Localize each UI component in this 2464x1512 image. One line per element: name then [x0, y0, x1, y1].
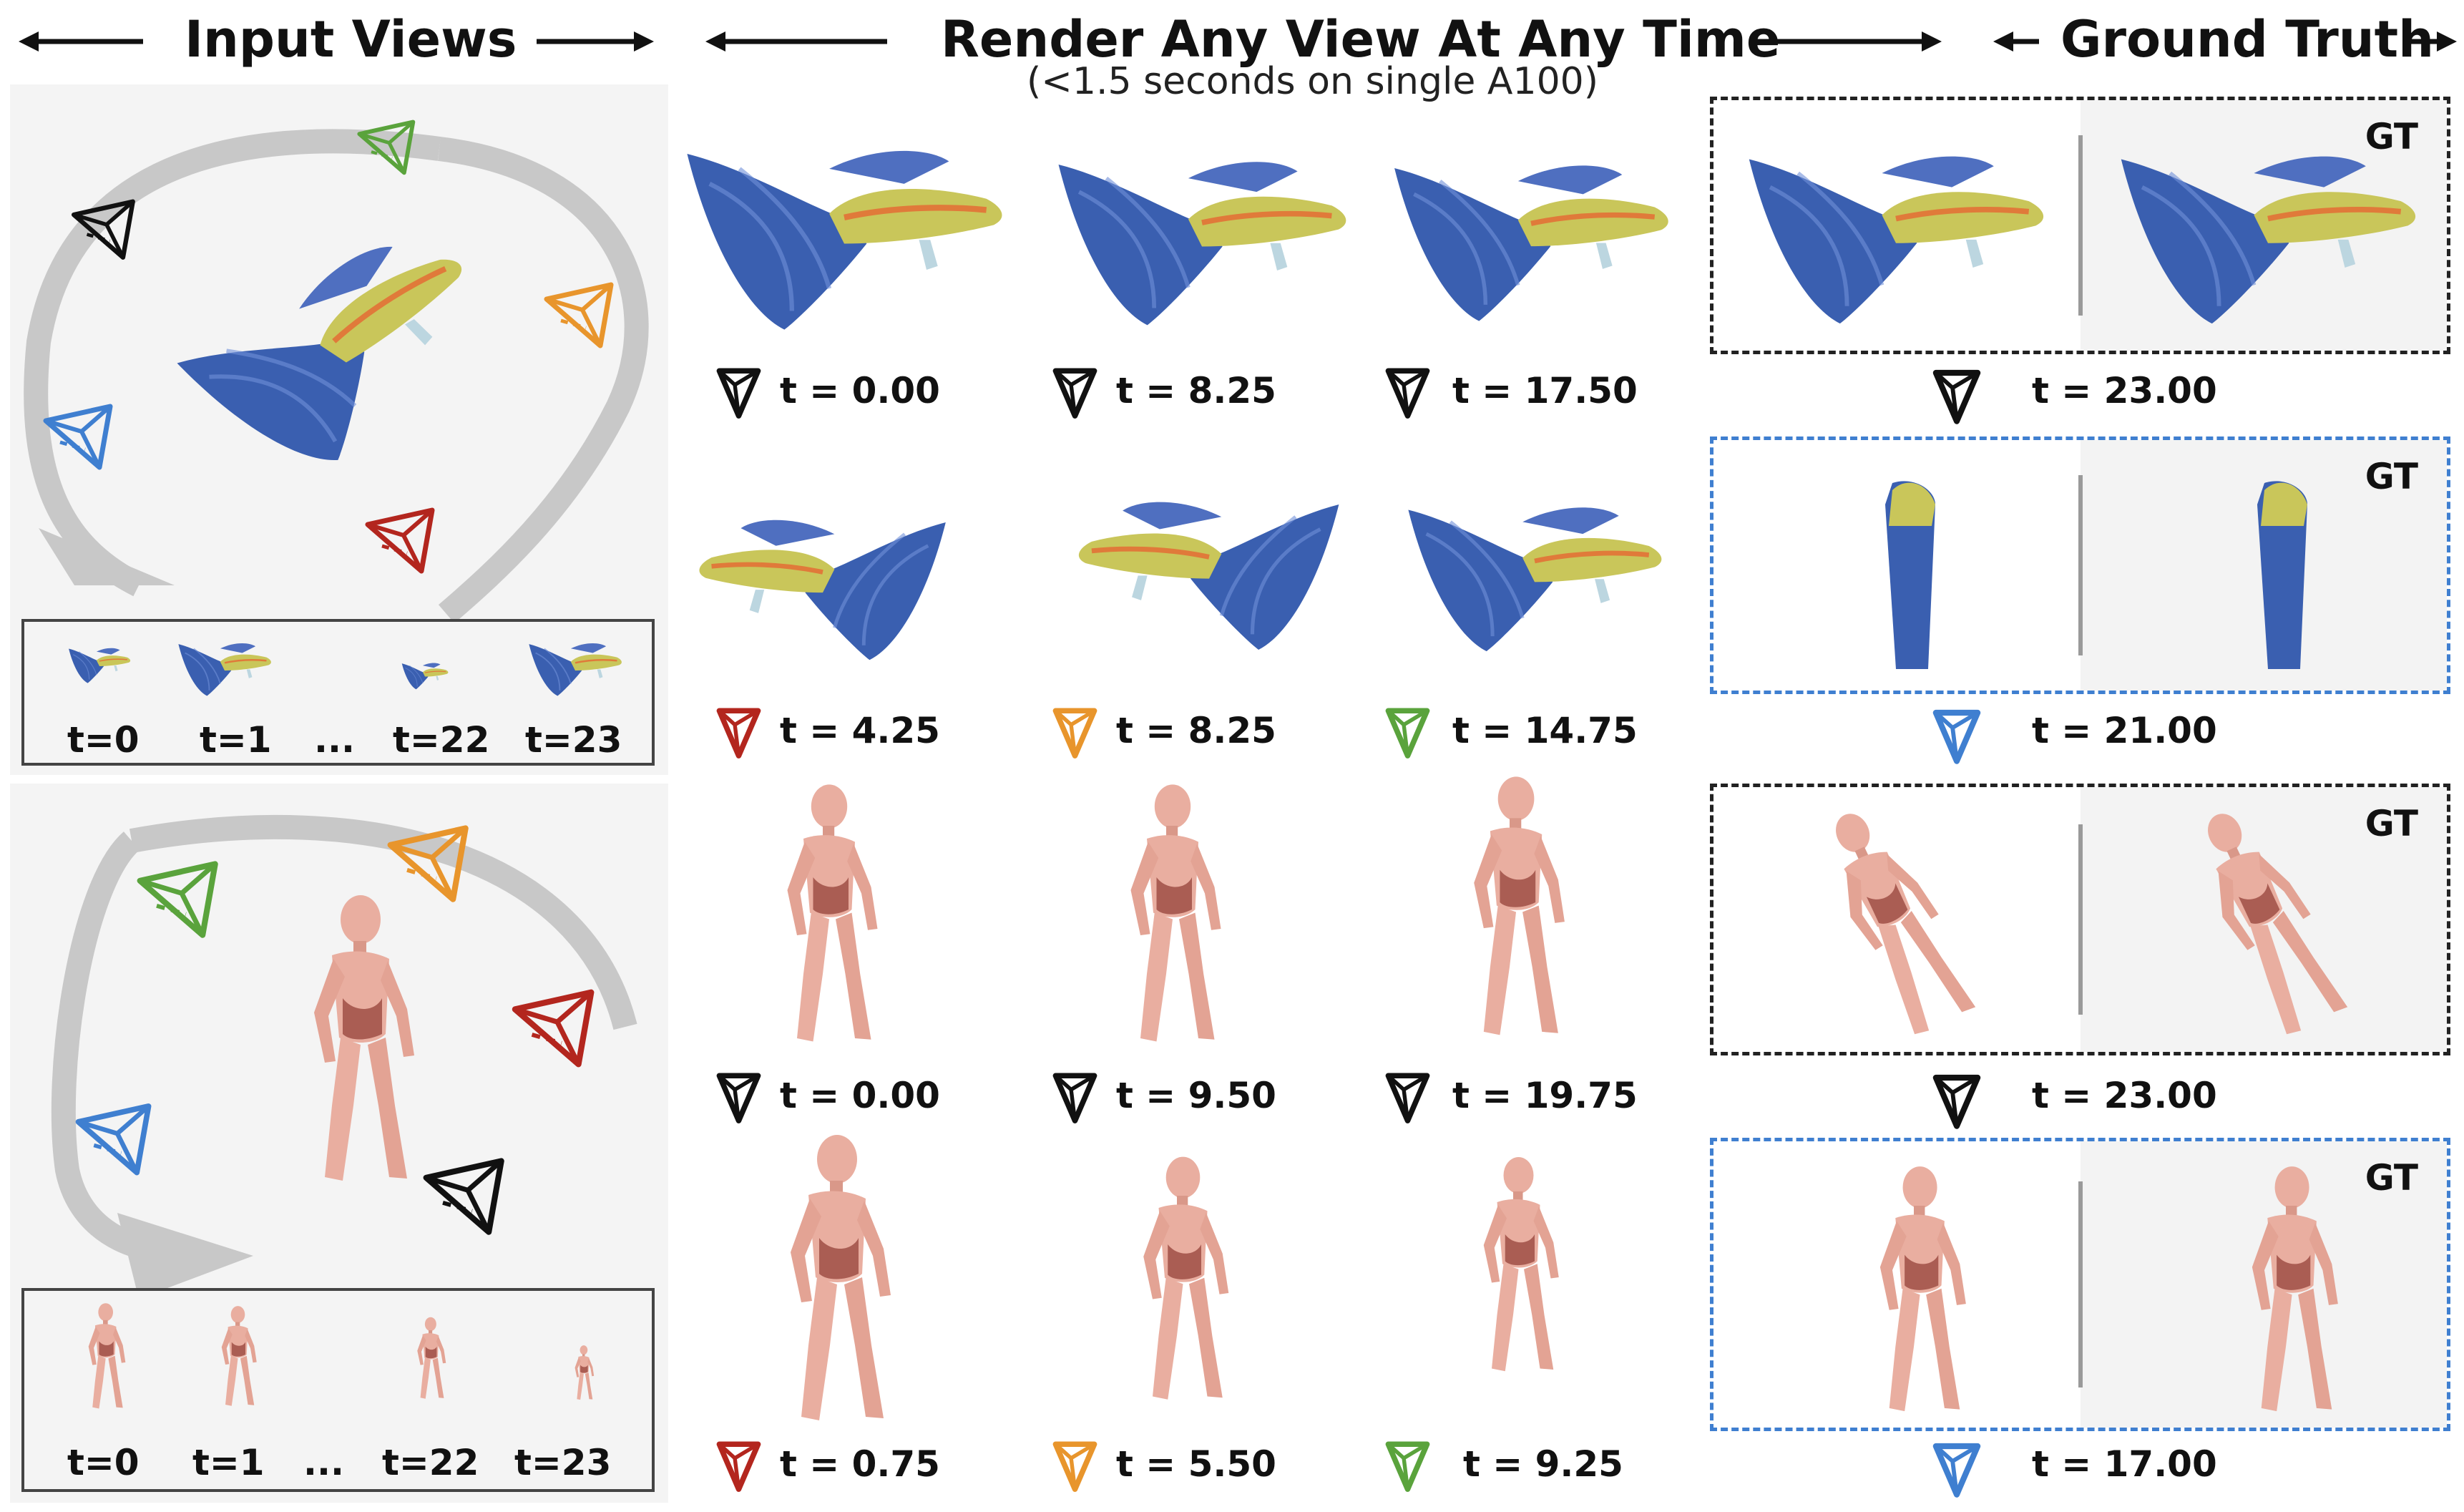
gt-comparison-box: GT: [1710, 784, 2450, 1055]
camera-icon: [1052, 701, 1098, 762]
camera-icon: [1052, 361, 1098, 422]
frame-label: ...: [314, 719, 355, 761]
input-frame-thumbnails: [67, 642, 623, 697]
time-label: t = 5.50: [1116, 1443, 1276, 1485]
ground-truth-view: [2257, 481, 2307, 669]
frame-label: t=23: [514, 1442, 612, 1483]
ground-truth-title: Ground Truth: [2060, 10, 2434, 69]
rendered-view: [791, 1135, 891, 1420]
rendered-view: [1143, 1156, 1229, 1400]
time-label: t = 17.50: [1452, 370, 1638, 411]
render-title: Render Any View At Any Time: [941, 10, 1781, 69]
time-label: t = 4.25: [780, 710, 940, 751]
gt-comparison-box: GT: [1710, 436, 2450, 694]
camera-icon: [715, 361, 762, 422]
time-label: t = 9.50: [1116, 1075, 1276, 1116]
rendered-view: [694, 487, 952, 687]
gt-comparison-box: GT: [1710, 97, 2450, 354]
frame-label: ...: [303, 1442, 344, 1483]
time-label: t = 8.25: [1116, 370, 1276, 411]
rendered-view: [1879, 1166, 1966, 1412]
rendered-view: [1402, 472, 1667, 680]
frame-label: t=1: [192, 1442, 265, 1483]
time-label: t = 0.00: [780, 1075, 940, 1116]
input-frames-strip-fish: t=0 t=1 ... t=22 t=23: [21, 619, 655, 766]
gt-tag: GT: [2365, 1157, 2418, 1199]
rendered-view: [1130, 784, 1221, 1042]
frame-label: t=1: [200, 719, 272, 761]
rendered-view: [787, 784, 878, 1042]
camera-icon: [1384, 361, 1431, 422]
camera-icon: [1932, 1066, 1982, 1134]
camera-icon: [1052, 1435, 1098, 1496]
camera-icon: [1052, 1066, 1098, 1127]
camera-icon: [715, 1435, 762, 1496]
camera-icon: [1384, 1435, 1431, 1496]
camera-orbit-diagram: [24, 84, 649, 623]
camera-icon: [1932, 701, 1982, 769]
gt-tag: GT: [2365, 116, 2418, 157]
time-label: t = 23.00: [2032, 370, 2217, 411]
header-arrows: [18, 31, 2457, 52]
rendered-view: [1052, 136, 1352, 343]
camera-icon: [1384, 701, 1431, 762]
rendered-view: [1388, 136, 1674, 343]
rendered-view: [1885, 481, 1935, 669]
time-label: t = 0.00: [780, 370, 940, 411]
rendered-view: [680, 129, 1009, 343]
time-label: t = 17.00: [2032, 1443, 2217, 1485]
rendered-view: [1810, 801, 1982, 1040]
input-frames-strip-mannequin: t=0 t=1 ... t=22 t=23: [21, 1288, 655, 1492]
rendered-view: [1742, 136, 2050, 336]
camera-icon: [715, 1066, 762, 1127]
rendered-view: [1483, 1157, 1559, 1372]
divider: [2078, 135, 2083, 316]
input-views-title: Input Views: [185, 10, 517, 69]
time-label: t = 23.00: [2032, 1075, 2217, 1116]
gt-tag: GT: [2365, 456, 2418, 497]
render-subtitle: (<1.5 seconds on single A100): [1027, 60, 1599, 103]
ground-truth-view: [2252, 1166, 2338, 1412]
rendered-view: [1073, 465, 1345, 680]
camera-icon: [1384, 1066, 1431, 1127]
ground-truth-view: [2114, 136, 2422, 336]
time-label: t = 19.75: [1452, 1075, 1638, 1116]
frame-label: t=22: [382, 1442, 479, 1483]
frame-label: t=0: [67, 719, 140, 761]
rendered-view: [1474, 776, 1565, 1035]
time-label: t = 8.25: [1116, 710, 1276, 751]
time-label: t = 9.25: [1463, 1443, 1623, 1485]
time-label: t = 21.00: [2032, 710, 2217, 751]
divider: [2078, 824, 2083, 1015]
divider: [2078, 1181, 2083, 1387]
time-label: t = 0.75: [780, 1443, 940, 1485]
frame-label: t=23: [525, 719, 622, 761]
time-label: t = 14.75: [1452, 710, 1638, 751]
frame-label: t=0: [67, 1442, 140, 1483]
camera-icon: [715, 701, 762, 762]
camera-orbit-diagram: [51, 814, 637, 1299]
camera-icon: [1932, 1435, 1982, 1503]
frame-label: t=22: [393, 719, 490, 761]
ground-truth-view: [2182, 801, 2354, 1040]
gt-comparison-box: GT: [1710, 1138, 2450, 1431]
camera-icon: [1932, 361, 1982, 429]
input-frame-thumbnails: [88, 1303, 595, 1409]
gt-tag: GT: [2365, 803, 2418, 844]
divider: [2078, 475, 2083, 655]
